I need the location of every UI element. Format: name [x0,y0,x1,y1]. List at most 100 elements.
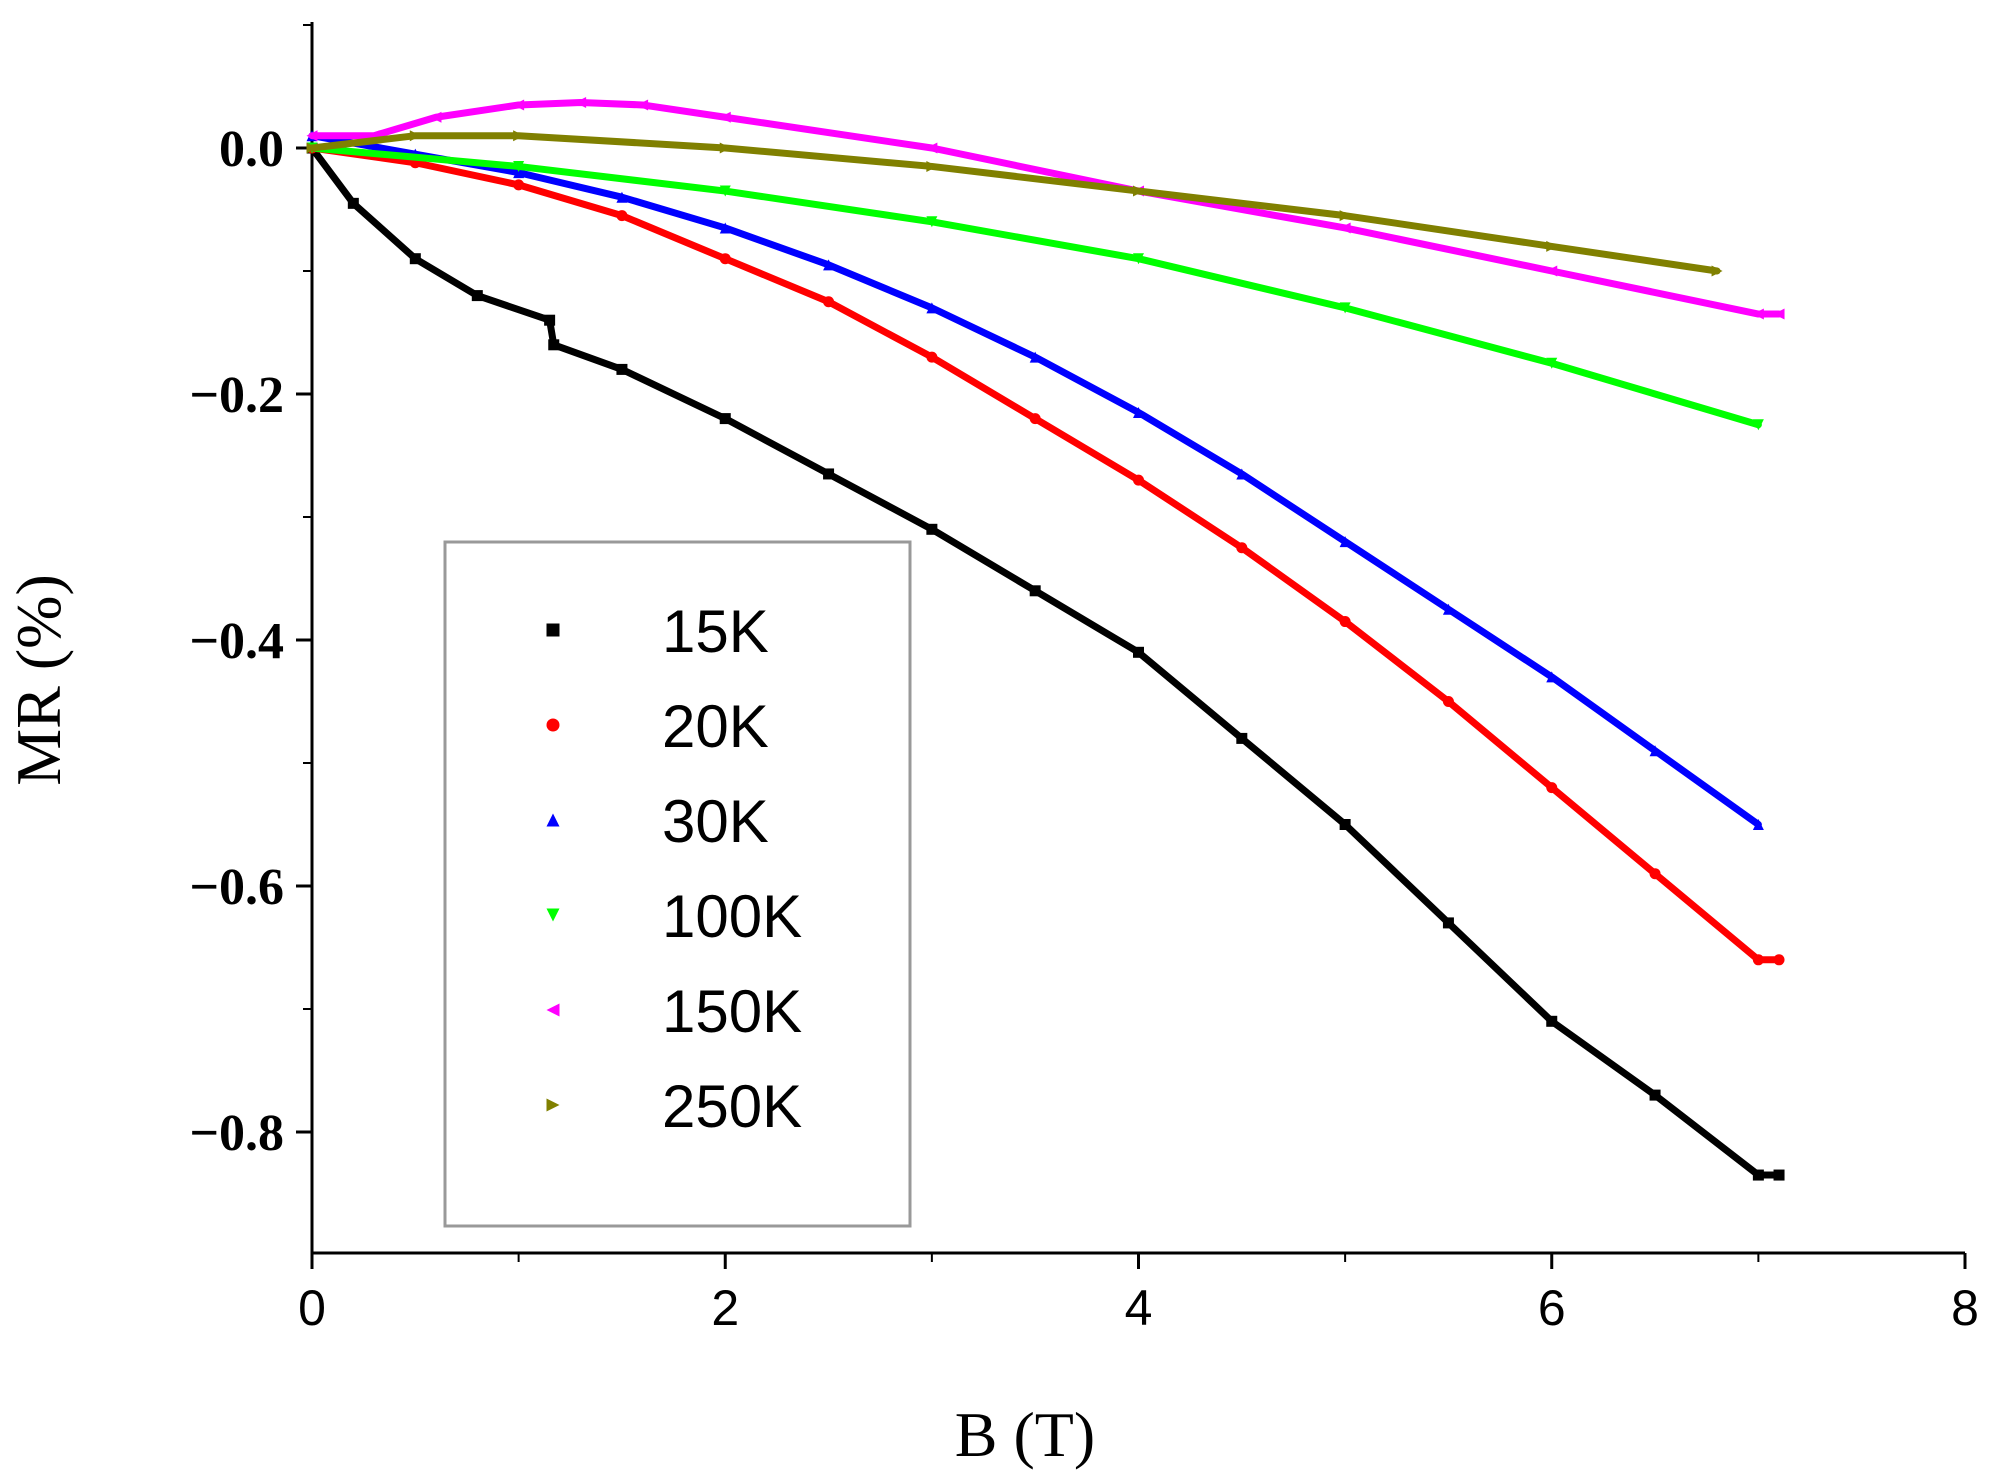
data-point [1236,468,1248,480]
data-point [823,259,835,271]
data-point [926,160,938,172]
data-point [430,111,442,123]
x-axis-label: B (T) [955,1399,1095,1470]
data-point [306,142,318,154]
y-tick-label: −0.4 [189,613,284,670]
data-point [926,216,938,228]
data-point [1752,308,1764,320]
y-tick-label: −0.2 [189,367,284,424]
data-point [1711,265,1723,277]
x-tick-label: 4 [1125,1280,1153,1336]
data-point [306,130,318,142]
data-point [637,99,649,111]
data-point [1752,954,1764,966]
series-30k [306,130,1764,830]
data-point [719,253,731,265]
y-axis-ticks: 0.0 −0.2 −0.4 −0.6 −0.8 [189,24,312,1162]
data-point [1773,1169,1785,1181]
data-point [575,96,587,108]
data-point [1236,542,1248,554]
data-point [1133,406,1144,418]
x-tick-label: 2 [711,1280,739,1336]
data-point [1133,185,1144,197]
legend-label-250k: 250K [662,1073,802,1140]
legend-marker-150k [546,1003,560,1017]
data-point [513,130,525,142]
data-point [616,191,628,203]
data-point [1546,1015,1558,1027]
data-point [1773,308,1785,320]
x-axis-ticks: 0 2 4 6 8 [298,1253,1979,1336]
legend-label-20k: 20K [662,693,769,760]
series-layer [306,96,1785,1181]
data-point [823,468,835,480]
series-150k [306,96,1785,320]
legend-marker-100k [546,908,560,922]
data-point [1546,240,1558,252]
data-point [1339,302,1351,314]
data-point [1752,419,1764,431]
data-point [548,339,560,351]
legend-marker-20k [546,718,560,732]
data-point [719,142,731,154]
data-point [1649,745,1661,757]
data-point [1133,646,1144,658]
legend-label-100k: 100K [662,883,802,950]
data-point [1546,782,1558,794]
series-trace [308,144,1783,964]
data-point [513,99,525,111]
y-tick-label: −0.6 [189,859,284,916]
data-point [409,253,421,265]
data-point [1546,671,1558,683]
data-point [1546,357,1558,369]
data-point [1649,868,1661,880]
data-point [1773,954,1785,966]
data-point [1442,917,1454,929]
x-tick-label: 6 [1538,1280,1566,1336]
data-point [616,210,628,222]
data-point [1442,696,1454,707]
data-point [544,314,556,326]
data-point [1339,536,1351,548]
legend-label-15k: 15K [662,598,769,665]
data-point [1133,474,1144,486]
series-15k [306,142,1785,1181]
data-point [1029,585,1041,597]
data-point [719,222,731,234]
legend-marker-250k [546,1098,560,1112]
series-trace [308,144,1762,429]
y-axis-label: MR (%) [3,574,74,786]
data-point [926,302,938,314]
legend: 15K 20K 30K 100K 150K 250K [443,540,912,1228]
data-point [1339,819,1351,830]
data-point [719,413,731,425]
legend-box [443,540,912,1228]
series-250k [306,130,1723,277]
x-tick-label: 8 [1951,1280,1979,1336]
data-point [409,130,421,142]
data-point [1442,603,1454,615]
data-point [1752,819,1764,830]
data-point [1339,616,1351,628]
data-point [513,179,525,191]
y-tick-label: −0.8 [189,1105,284,1162]
data-point [513,167,525,179]
legend-label-30k: 30K [662,788,769,855]
data-point [1029,351,1041,363]
data-point [926,142,938,154]
legend-marker-30k [546,813,560,827]
data-point [719,185,731,197]
data-point [347,197,359,209]
data-point [1339,222,1351,234]
y-tick-label: 0.0 [219,121,284,178]
data-point [1752,1169,1764,1181]
data-point [823,296,835,308]
data-point [616,363,628,375]
data-point [471,290,483,302]
data-point [1133,253,1144,265]
data-point [926,351,938,363]
data-point [719,111,731,123]
data-point [1236,732,1248,744]
data-point [1339,210,1351,222]
data-point [1649,1089,1661,1101]
